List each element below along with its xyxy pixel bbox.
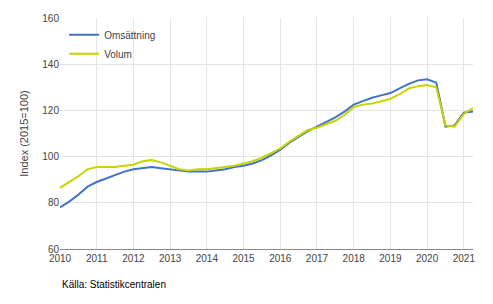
svg-text:2014: 2014 bbox=[196, 253, 219, 264]
svg-text:2020: 2020 bbox=[416, 253, 439, 264]
svg-text:2015: 2015 bbox=[232, 253, 255, 264]
svg-text:2018: 2018 bbox=[343, 253, 366, 264]
svg-text:Källa: Statistikcentralen: Källa: Statistikcentralen bbox=[62, 279, 166, 290]
svg-text:Volum: Volum bbox=[104, 49, 132, 60]
svg-text:2013: 2013 bbox=[159, 253, 182, 264]
svg-text:60: 60 bbox=[48, 244, 60, 255]
svg-text:2011: 2011 bbox=[86, 253, 108, 264]
svg-text:2017: 2017 bbox=[306, 253, 329, 264]
svg-text:2019: 2019 bbox=[379, 253, 402, 264]
svg-text:Index (2015=100): Index (2015=100) bbox=[18, 90, 30, 177]
svg-text:140: 140 bbox=[42, 59, 59, 70]
svg-text:100: 100 bbox=[42, 151, 59, 162]
svg-text:2010: 2010 bbox=[49, 253, 72, 264]
svg-text:160: 160 bbox=[42, 13, 59, 24]
svg-text:2021: 2021 bbox=[453, 253, 476, 264]
svg-text:80: 80 bbox=[48, 197, 60, 208]
svg-text:2012: 2012 bbox=[122, 253, 145, 264]
svg-text:120: 120 bbox=[42, 105, 59, 116]
svg-text:Omsättning: Omsättning bbox=[104, 30, 155, 41]
svg-text:2016: 2016 bbox=[269, 253, 292, 264]
